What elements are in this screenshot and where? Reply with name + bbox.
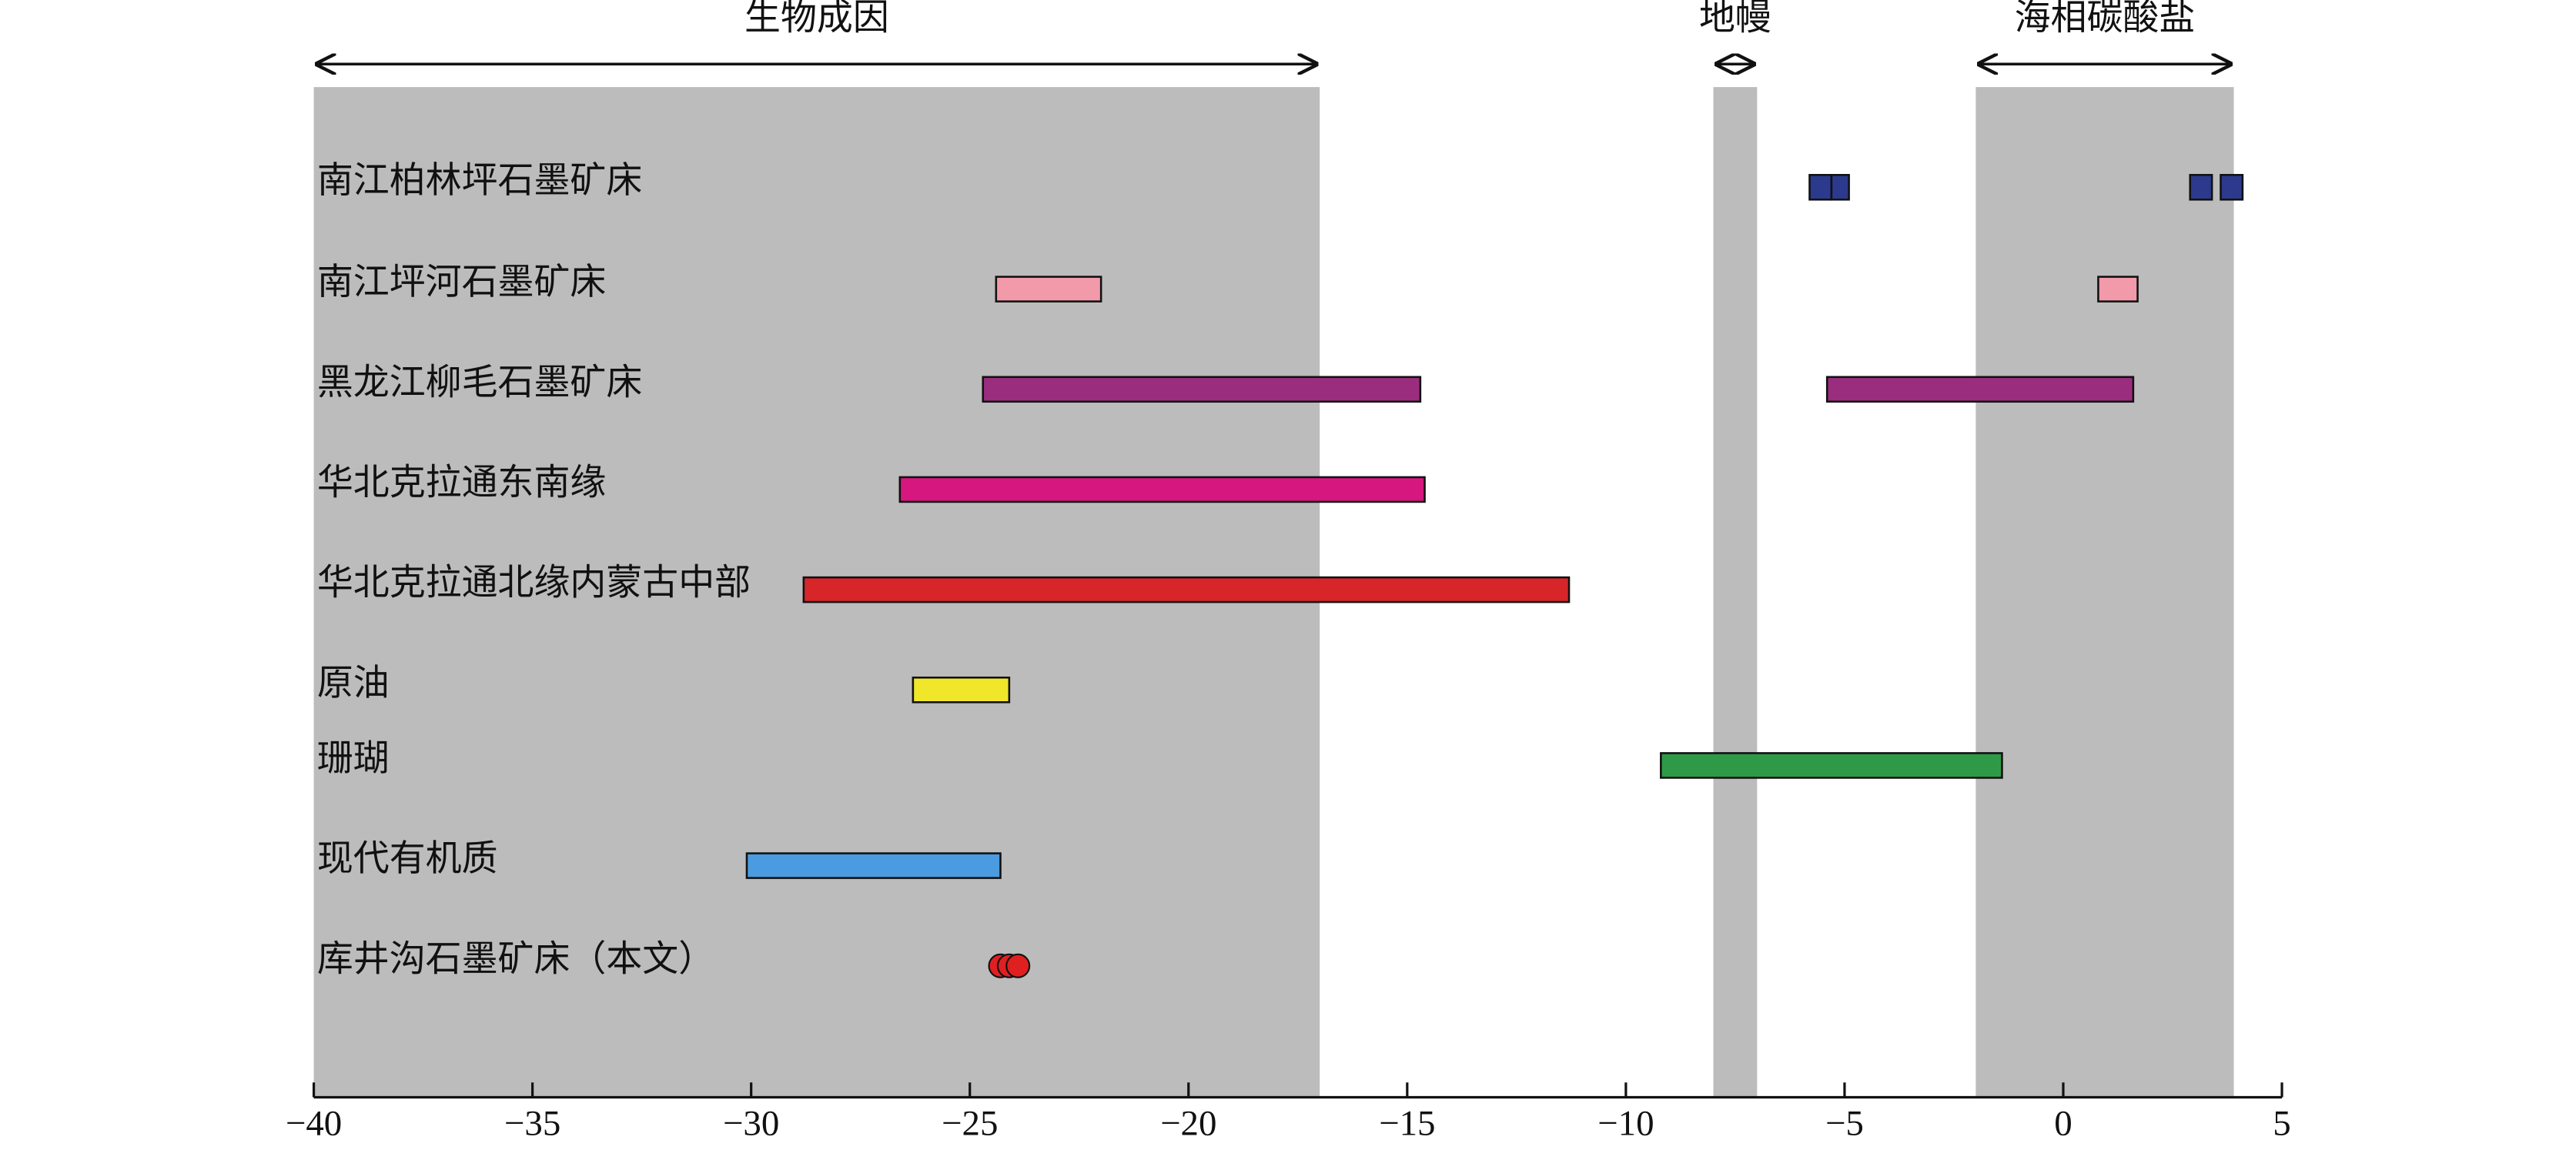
- row-label: 现代有机质: [317, 839, 498, 879]
- range-bar: [982, 376, 1422, 403]
- region-label: 生物成因: [744, 0, 889, 38]
- x-tick-label: −10: [1597, 1104, 1654, 1144]
- region: [1713, 87, 1758, 1098]
- row-label: 黑龙江柳毛石墨矿床: [317, 363, 642, 403]
- point: [1005, 953, 1031, 978]
- range-bar: [2220, 174, 2244, 201]
- row-label: 南江坪河石墨矿床: [317, 262, 607, 303]
- range-bar: [1825, 376, 2135, 403]
- range-bar: [2097, 276, 2139, 303]
- range-bar: [1830, 174, 1850, 201]
- x-tick-label: 5: [2273, 1104, 2290, 1144]
- row-label: 华北克拉通东南缘: [317, 463, 607, 503]
- x-tick-label: −35: [504, 1104, 560, 1144]
- x-tick-label: −25: [942, 1104, 998, 1144]
- x-tick-label: −20: [1160, 1104, 1216, 1144]
- x-tick-label: −30: [723, 1104, 779, 1144]
- row-label: 库井沟石墨矿床（本文）: [317, 939, 714, 979]
- range-bar: [1660, 752, 2003, 779]
- range-bar: [1808, 174, 1833, 201]
- region: [1975, 87, 2234, 1098]
- row-label: 南江柏林坪石墨矿床: [317, 161, 642, 201]
- range-bar: [802, 576, 1571, 603]
- x-tick-label: −5: [1825, 1104, 1864, 1144]
- range-bar: [2189, 174, 2213, 201]
- row-label: 华北克拉通北缘内蒙古中部: [317, 563, 751, 603]
- region-label: 地幔: [1699, 0, 1771, 38]
- range-bar: [995, 276, 1102, 303]
- range-bar: [912, 676, 1011, 704]
- row-label: 珊瑚: [317, 739, 390, 779]
- range-bar: [745, 852, 1002, 879]
- range-bar: [898, 476, 1426, 503]
- x-tick-label: −40: [286, 1104, 342, 1144]
- x-tick-label: 0: [2054, 1104, 2072, 1144]
- x-tick-label: −15: [1379, 1104, 1435, 1144]
- row-label: 原油: [317, 664, 390, 704]
- region-label: 海相碳酸盐: [2015, 0, 2196, 38]
